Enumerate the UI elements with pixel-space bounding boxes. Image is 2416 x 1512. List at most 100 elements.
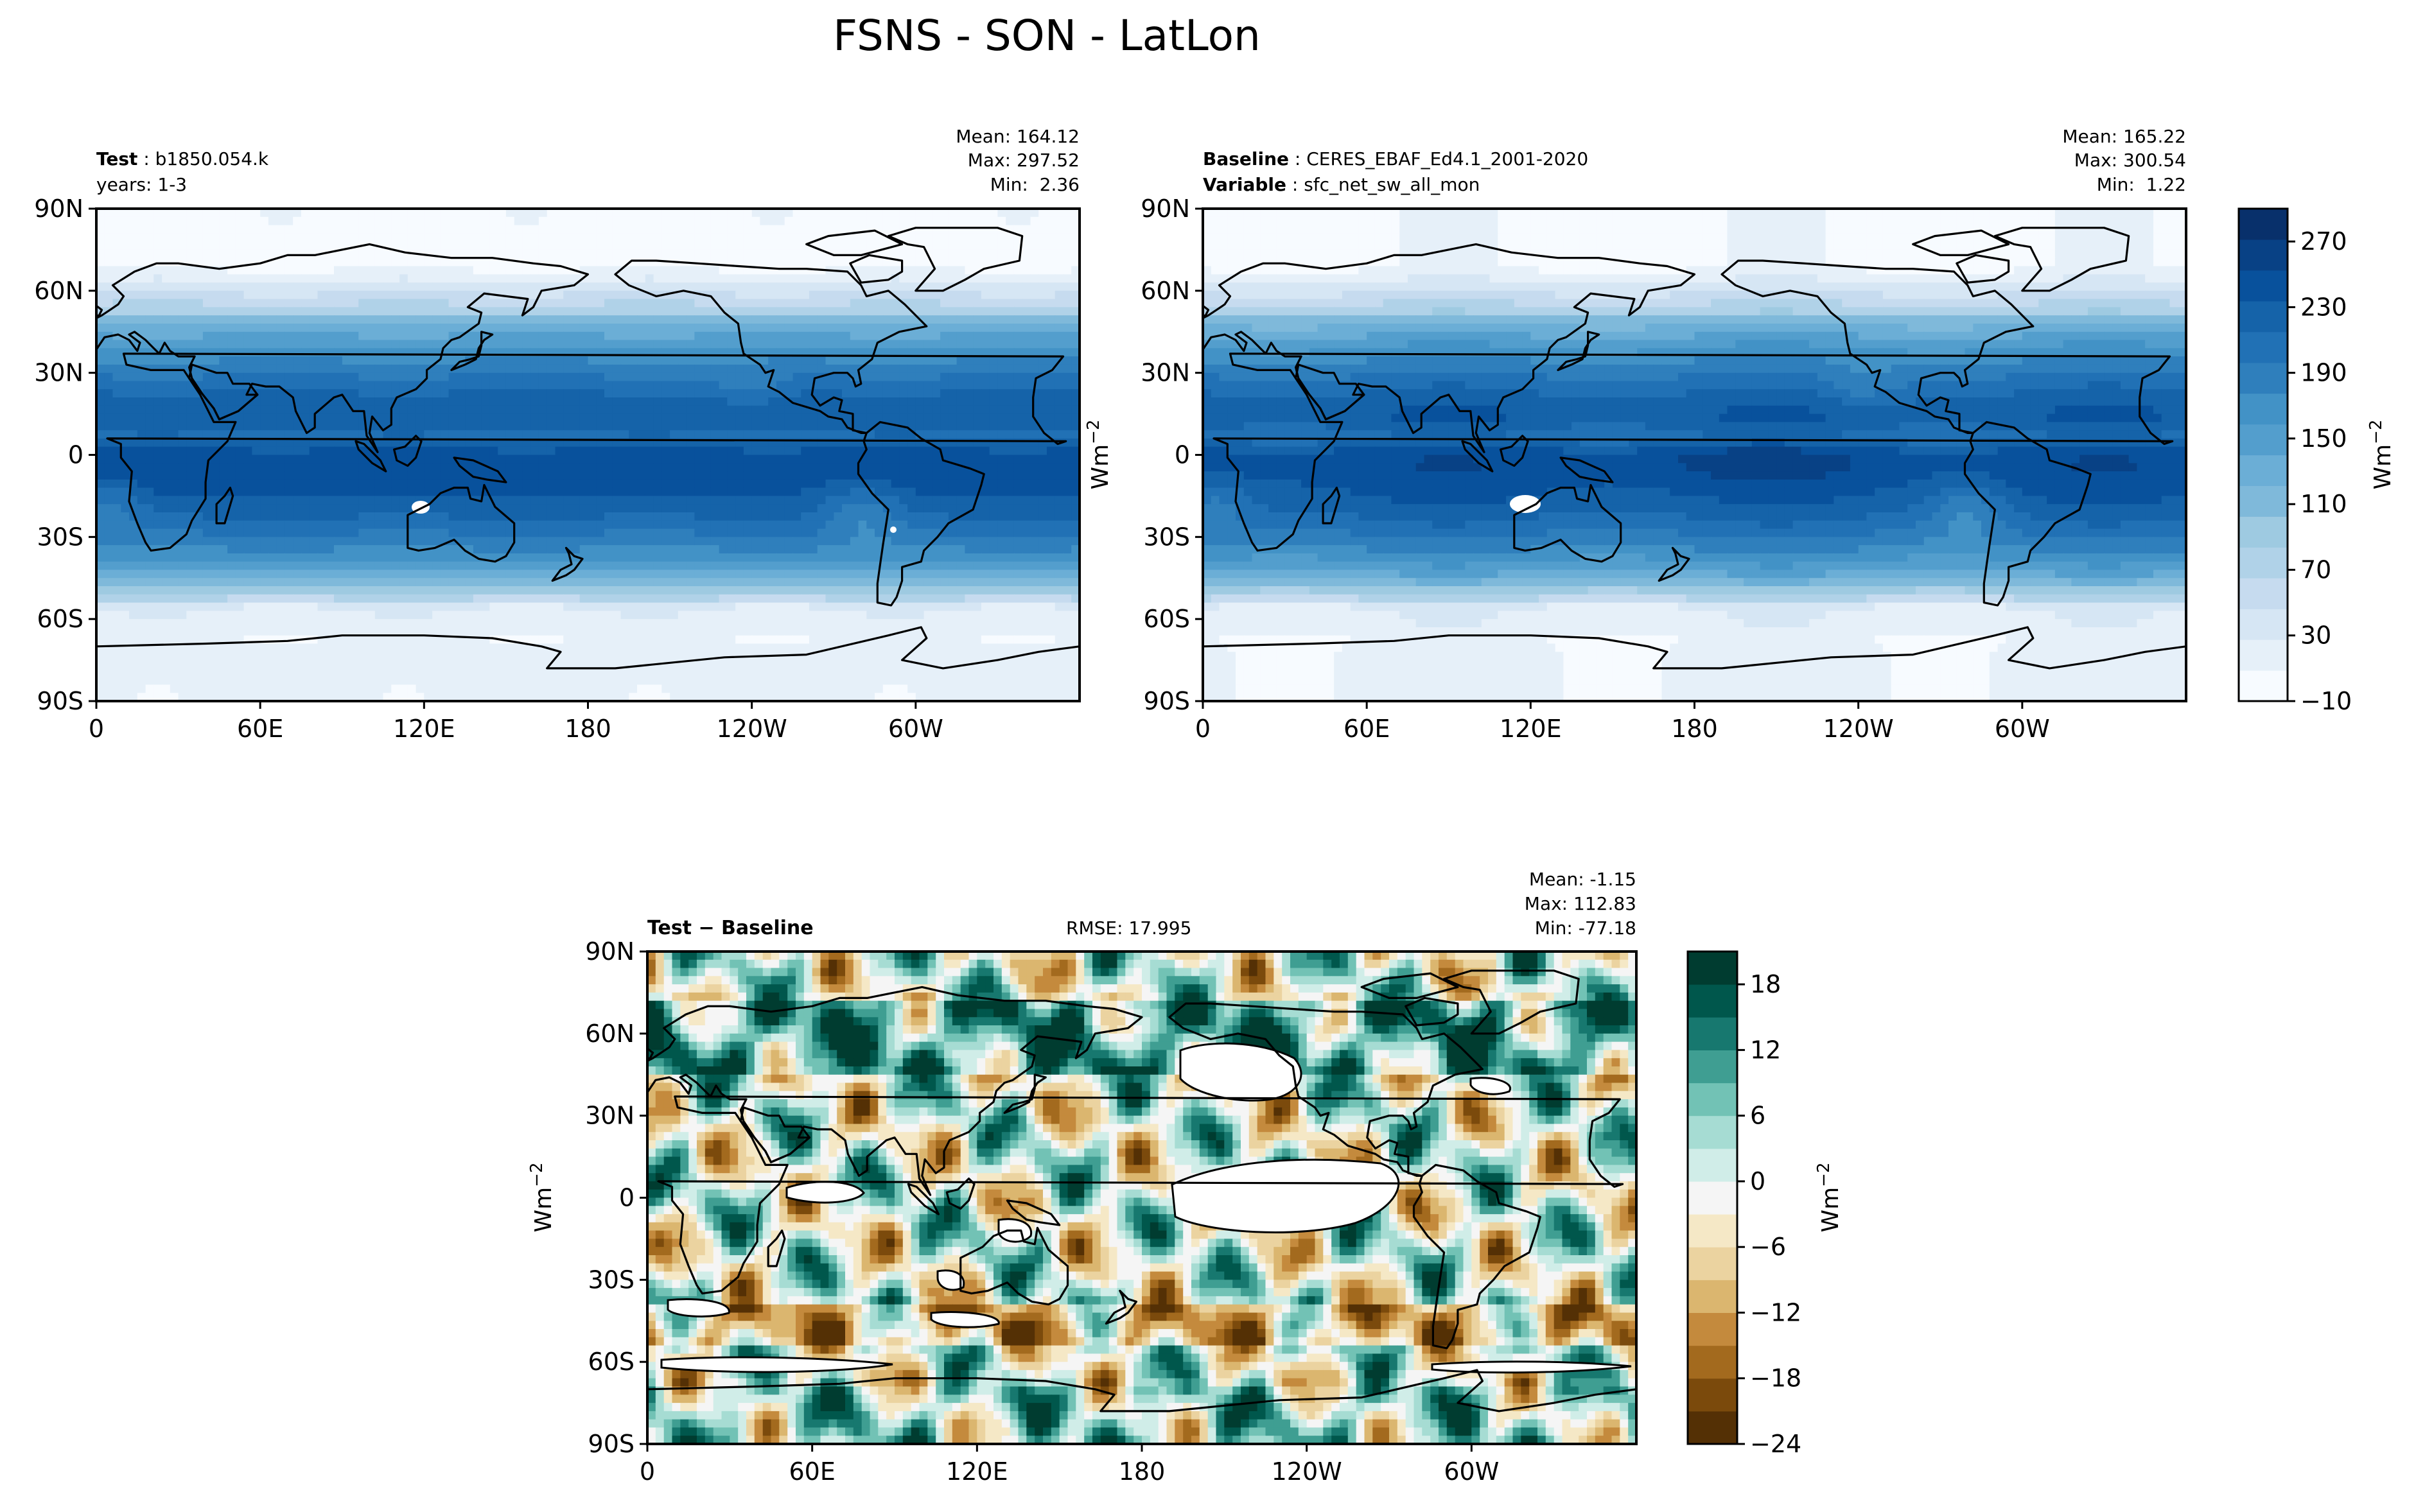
field-cell [227,274,236,283]
field-cell [367,496,376,505]
field-cell [973,389,982,398]
field-cell [907,446,916,456]
field-cell [579,545,589,554]
field-cell [178,372,187,382]
field-cell [751,520,761,530]
field-cell [850,331,859,341]
field-cell [612,405,622,415]
field-cell [604,381,613,390]
field-cell [293,487,302,496]
field-cell [1063,216,1072,226]
field-cell [260,299,269,308]
field-cell [211,315,220,324]
field-cell [424,430,433,439]
field-cell [629,241,638,250]
field-cell [940,216,949,226]
field-cell [940,537,949,546]
field-cell [1013,422,1023,431]
field-cell [514,299,523,308]
field-cell [768,455,777,464]
field-cell [1071,520,1080,530]
field-cell [784,463,794,472]
field-cell [760,389,769,398]
field-cell [899,364,908,374]
field-cell [432,315,441,324]
field-cell [317,545,326,554]
field-cell [882,324,892,333]
field-cell [768,389,777,398]
field-cell [620,307,629,316]
field-cell [121,249,130,259]
field-cell [498,545,507,554]
field-cell [350,504,359,513]
field-cell [432,528,441,537]
field-cell [1030,512,1039,521]
field-cell [145,372,154,382]
field-cell [514,430,523,439]
field-cell [735,463,744,472]
field-cell [760,413,769,422]
field-cell [858,504,867,513]
field-cell [850,405,859,415]
field-cell [776,274,785,283]
field-cell [875,397,884,406]
field-cell [686,413,695,422]
field-cell [457,496,466,505]
field-cell [776,520,785,530]
field-cell [178,274,187,283]
field-cell [465,331,474,341]
field-cell [440,520,450,530]
field-cell [1022,487,1031,496]
field-cell [620,216,629,226]
field-cell [309,233,319,242]
field-cell [924,520,932,530]
field-cell [547,274,556,283]
field-cell [1047,233,1056,242]
field-cell [358,512,367,521]
field-cell [481,372,490,382]
field-cell [760,397,769,406]
field-cell [219,528,228,537]
field-cell [235,479,245,489]
field-cell [260,241,269,250]
field-cell [866,512,875,521]
field-cell [276,257,286,267]
field-cell [178,249,187,259]
field-cell [588,274,597,283]
field-cell [481,233,490,242]
field-cell [383,446,392,456]
field-cell [842,430,851,439]
field-cell [1055,241,1064,250]
field-cell [882,487,892,496]
field-cell [579,463,589,472]
field-cell [1047,381,1056,390]
field-cell [522,274,531,283]
field-cell [367,372,376,382]
field-cell [342,422,351,431]
field-cell [1047,397,1056,406]
field-cell [457,512,466,521]
field-cell [579,455,589,464]
field-cell [530,225,539,234]
field-cell [489,537,498,546]
field-cell [219,438,228,448]
field-cell [137,225,146,234]
field-cell [432,479,441,489]
field-cell [211,348,220,357]
field-cell [710,324,720,333]
field-cell [809,537,818,546]
field-cell [481,209,490,218]
field-cell [956,528,965,537]
field-cell [1022,512,1031,521]
field-cell [1038,455,1047,464]
field-cell [129,446,138,456]
field-cell [915,381,925,390]
field-cell [817,479,827,489]
field-cell [268,324,277,333]
field-cell [481,299,490,308]
field-cell [301,446,310,456]
field-cell [260,496,269,505]
field-cell [760,381,769,390]
field-cell [104,282,114,291]
field-cell [850,413,859,422]
